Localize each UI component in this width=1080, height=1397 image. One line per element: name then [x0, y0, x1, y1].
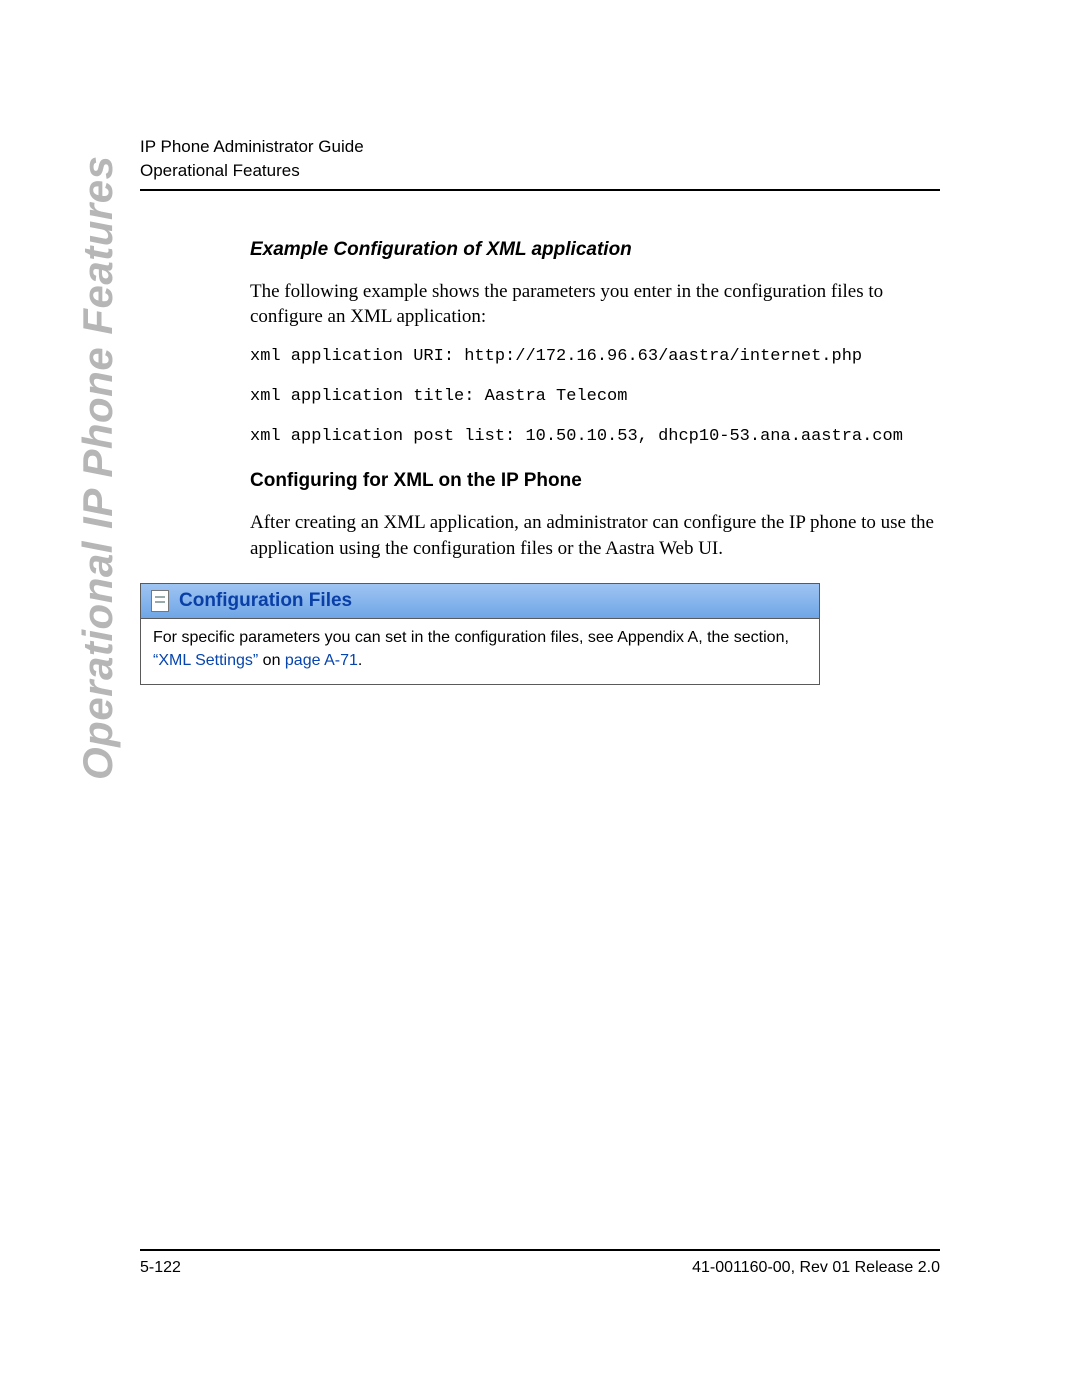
config-box-title-bar: Configuration Files [141, 584, 819, 619]
footer-doc-id: 41-001160-00, Rev 01 Release 2.0 [692, 1259, 940, 1277]
code-line-2: xml application title: Aastra Telecom [250, 386, 940, 408]
main-content: Example Configuration of XML application… [140, 191, 940, 562]
footer-page-number: 5-122 [140, 1259, 181, 1277]
page-a71-link[interactable]: page A-71 [285, 652, 358, 669]
page-header: IP Phone Administrator Guide Operational… [140, 135, 940, 191]
document-icon [151, 590, 169, 612]
side-chapter-title: Operational IP Phone Features [74, 156, 122, 780]
config-body-pre: For specific parameters you can set in t… [153, 629, 789, 646]
document-page: IP Phone Administrator Guide Operational… [0, 0, 1080, 1397]
intro-paragraph: The following example shows the paramete… [250, 279, 940, 330]
config-body-end: . [358, 652, 362, 669]
header-line-2: Operational Features [140, 159, 940, 183]
code-line-1: xml application URI: http://172.16.96.63… [250, 346, 940, 368]
code-line-3: xml application post list: 10.50.10.53, … [250, 426, 940, 448]
config-box-title: Configuration Files [179, 590, 352, 612]
config-box-body: For specific parameters you can set in t… [141, 619, 819, 684]
heading-example-config: Example Configuration of XML application [250, 239, 940, 261]
config-body-mid: on [258, 652, 285, 669]
configuration-files-box: Configuration Files For specific paramet… [140, 583, 820, 685]
xml-settings-link[interactable]: “XML Settings” [153, 652, 258, 669]
section2-body: After creating an XML application, an ad… [250, 510, 940, 561]
heading-configuring-xml: Configuring for XML on the IP Phone [250, 470, 940, 492]
page-footer: 5-122 41-001160-00, Rev 01 Release 2.0 [140, 1249, 940, 1277]
header-line-1: IP Phone Administrator Guide [140, 135, 940, 159]
